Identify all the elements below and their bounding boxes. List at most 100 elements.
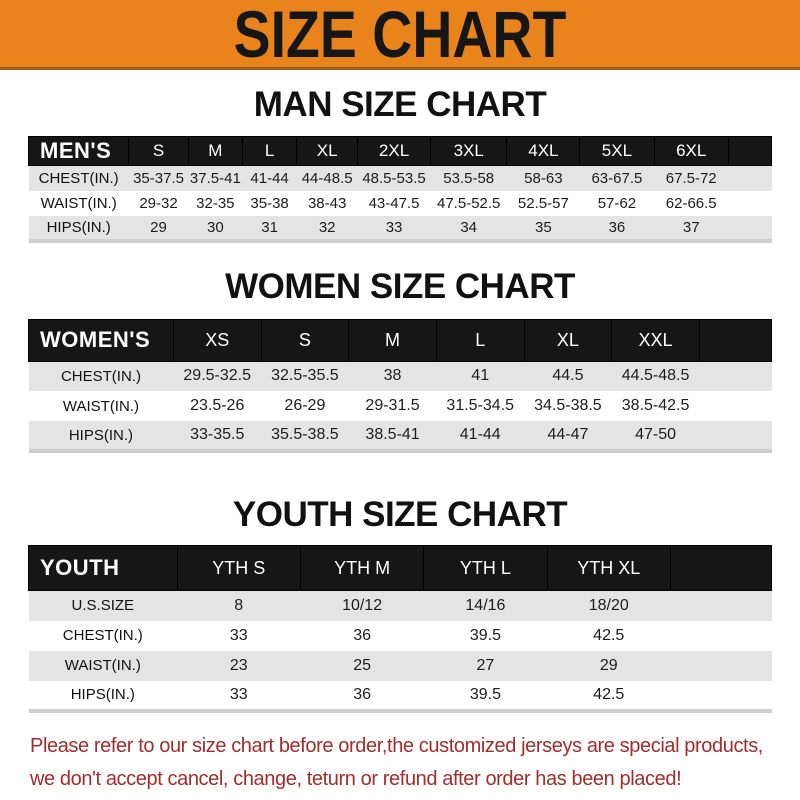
size-value-cell: 62-66.5 [654,190,729,216]
men-col-header-2xl: 2XL [357,136,431,166]
row-spacer [670,620,772,651]
women-col-header-xs: XS [172,318,262,362]
men-col-header-6xl: 6XL [653,136,729,166]
youth-header-spacer [669,545,773,591]
size-value-cell: 33 [177,620,301,651]
size-value-cell: 23.5-26 [173,391,262,421]
size-value-cell: 33 [177,680,301,711]
size-value-cell: 29 [128,215,189,241]
row-label: WAIST(IN.) [28,190,129,216]
size-chart-banner: SIZE CHART [0,0,800,70]
women-table-wrap: WOMEN'S XS S M L XL XXL CHEST(IN.) 29.5-… [0,318,800,453]
size-value-cell: 33-35.5 [173,421,262,451]
youth-hips-row: HIPS(IN.) 33 36 39.5 42.5 [28,680,772,711]
size-value-cell: 8 [177,590,301,621]
row-spacer [670,650,772,681]
size-value-cell: 42.5 [547,620,671,651]
size-value-cell: 25 [300,650,424,681]
size-value-cell: 35 [506,215,580,241]
size-value-cell: 36 [300,620,424,651]
size-value-cell: 37 [654,215,729,241]
youth-ussize-row: U.S.SIZE 8 10/12 14/16 18/20 [28,590,772,621]
women-chest-row: CHEST(IN.) 29.5-32.5 32.5-35.5 38 41 44.… [28,361,772,391]
row-label: HIPS(IN.) [28,215,129,241]
size-value-cell: 41-44 [436,421,525,451]
youth-col-header-s: YTH S [176,545,301,591]
size-value-cell: 44-47 [524,421,612,451]
row-spacer [728,215,772,241]
size-value-cell: 32-35 [188,190,243,216]
row-spacer [728,190,772,216]
size-value-cell: 43-47.5 [357,190,431,216]
size-value-cell: 47-50 [611,421,700,451]
size-value-cell: 27 [423,650,548,681]
size-value-cell: 34.5-38.5 [524,391,612,421]
size-value-cell: 32 [296,215,358,241]
size-value-cell: 29.5-32.5 [173,361,262,391]
size-value-cell: 14/16 [423,590,548,621]
size-value-cell: 57-62 [579,190,655,216]
size-value-cell: 31.5-34.5 [436,391,525,421]
row-spacer [699,421,772,451]
men-col-header-5xl: 5XL [579,136,655,166]
women-col-header-s: S [260,318,350,362]
size-value-cell: 38.5-42.5 [611,391,700,421]
row-label: CHEST(IN.) [28,620,178,651]
men-waist-row: WAIST(IN.) 29-32 32-35 35-38 38-43 43-47… [28,190,772,216]
men-col-header-l: L [241,136,298,166]
size-value-cell: 30 [188,215,243,241]
women-waist-row: WAIST(IN.) 23.5-26 26-29 29-31.5 31.5-34… [28,391,772,421]
row-spacer [699,361,772,391]
size-value-cell: 38-43 [296,190,358,216]
youth-col-header-m: YTH M [299,545,425,591]
size-value-cell: 29-32 [128,190,189,216]
men-header-row: MEN'S S M L XL 2XL 3XL 4XL 5XL 6XL [27,136,773,166]
size-value-cell: 10/12 [300,590,424,621]
row-spacer [728,165,772,191]
row-spacer [670,590,772,621]
size-value-cell: 32.5-35.5 [261,361,349,391]
banner-title: SIZE CHART [233,0,567,71]
size-value-cell: 36 [300,680,424,711]
size-value-cell: 35-38 [242,190,297,216]
row-label: CHEST(IN.) [28,361,174,391]
size-value-cell: 63-67.5 [579,165,655,191]
youth-col-header-xl: YTH XL [546,545,671,591]
men-col-header-m: M [187,136,243,166]
women-hips-row: HIPS(IN.) 33-35.5 35.5-38.5 38.5-41 41-4… [28,421,772,451]
size-value-cell: 29-31.5 [348,391,437,421]
size-value-cell: 35.5-38.5 [261,421,349,451]
size-value-cell: 48.5-53.5 [357,165,431,191]
size-value-cell: 39.5 [423,620,548,651]
size-value-cell: 34 [430,215,507,241]
women-corner-label: WOMEN'S [28,318,174,362]
women-col-header-xxl: XXL [611,318,700,362]
size-value-cell: 38 [348,361,437,391]
size-value-cell: 44.5 [524,361,612,391]
footer-disclaimer-line1: Please refer to our size chart before or… [30,734,763,757]
youth-table-wrap: YOUTH YTH S YTH M YTH L YTH XL U.S.SIZE … [0,545,800,713]
size-value-cell: 37.5-41 [188,165,243,191]
men-header-spacer [727,136,773,166]
men-table-wrap: MEN'S S M L XL 2XL 3XL 4XL 5XL 6XL CHEST… [0,136,800,243]
size-value-cell: 18/20 [547,590,671,621]
size-value-cell: 26-29 [261,391,349,421]
size-value-cell: 52.5-57 [506,190,580,216]
men-corner-label: MEN'S [27,136,130,166]
size-value-cell: 38.5-41 [348,421,437,451]
men-section-heading: MAN SIZE CHART [253,85,547,124]
size-value-cell: 29 [547,650,671,681]
size-value-cell: 41-44 [242,165,297,191]
youth-corner-label: YOUTH [28,545,178,591]
women-header-row: WOMEN'S XS S M L XL XXL [28,318,773,362]
women-col-header-m: M [348,318,437,362]
row-spacer [670,680,772,711]
size-value-cell: 58-63 [506,165,580,191]
size-value-cell: 44-48.5 [296,165,358,191]
youth-header-row: YOUTH YTH S YTH M YTH L YTH XL [28,545,773,591]
youth-size-table: YOUTH YTH S YTH M YTH L YTH XL U.S.SIZE … [28,545,773,713]
women-size-table: WOMEN'S XS S M L XL XXL CHEST(IN.) 29.5-… [28,318,773,453]
row-label: CHEST(IN.) [28,165,129,191]
youth-waist-row: WAIST(IN.) 23 25 27 29 [28,650,772,681]
size-value-cell: 67.5-72 [654,165,729,191]
